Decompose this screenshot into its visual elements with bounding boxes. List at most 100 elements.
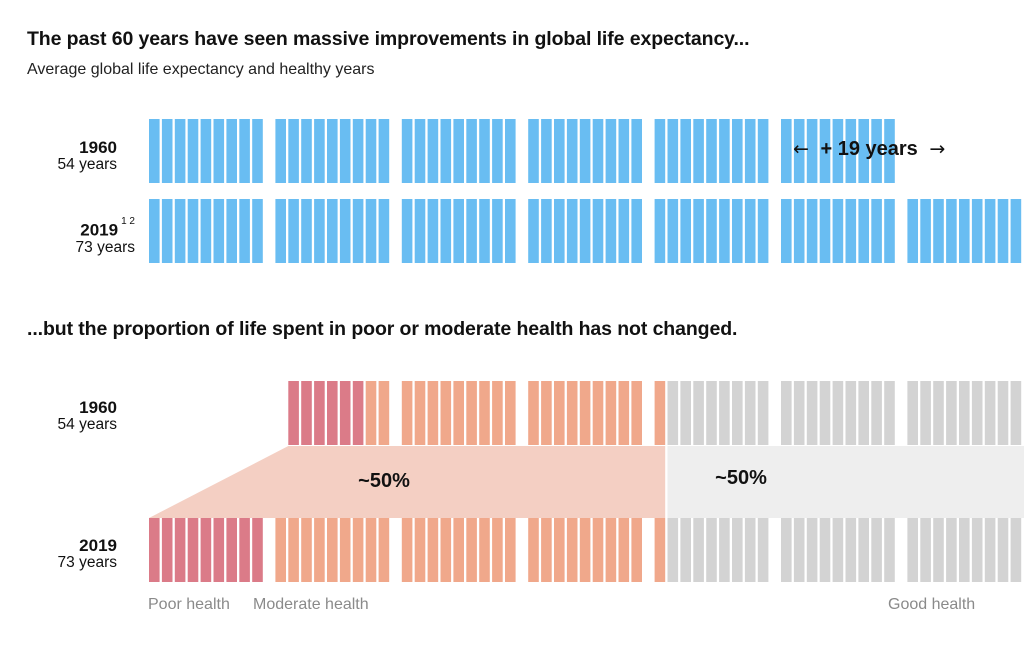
year-bar [466, 119, 477, 183]
year-bar [806, 518, 818, 582]
year-bar [654, 381, 666, 445]
year-bar [920, 199, 931, 263]
year-bar [339, 199, 351, 263]
year-bar [884, 119, 895, 183]
year-bar [592, 518, 604, 582]
year-bar [378, 119, 390, 183]
year-bar [907, 518, 918, 582]
years-label: 73 years [57, 554, 117, 571]
year-bar [161, 518, 173, 582]
year-bar [605, 518, 617, 582]
year-bar [339, 518, 351, 582]
year-bar [719, 381, 730, 445]
year-bar [314, 518, 325, 582]
year-bar [275, 518, 286, 582]
year-bar [275, 119, 286, 183]
year-bar [858, 518, 869, 582]
year-bar [427, 381, 439, 445]
year-bar [832, 199, 844, 263]
year-bar [427, 119, 439, 183]
year-bar [453, 199, 464, 263]
year-bar [492, 518, 503, 582]
year-bar [226, 518, 237, 582]
year-bar [579, 381, 591, 445]
year-bar [275, 199, 286, 263]
year-bar [566, 119, 578, 183]
year-bar [1010, 381, 1022, 445]
year-bar [579, 199, 591, 263]
year-bar [871, 199, 882, 263]
row-label-2019-bottom: 2019 73 years [0, 537, 117, 571]
year-bar [920, 381, 931, 445]
year-bar [174, 119, 186, 183]
year-bar [984, 381, 996, 445]
year-bar [149, 199, 160, 263]
year-bar [566, 381, 578, 445]
chart-subtitle: Average global life expectancy and healt… [27, 61, 375, 78]
year-bar [174, 199, 186, 263]
year-bar [706, 381, 717, 445]
year-label: 2019 [79, 536, 117, 555]
year-bar [654, 119, 666, 183]
percent-healthy-label: ~50% [715, 467, 767, 489]
year-bar [907, 381, 918, 445]
year-bar [528, 119, 539, 183]
year-bar [492, 199, 503, 263]
year-bar [492, 381, 503, 445]
year-bar [579, 518, 591, 582]
year-bar [971, 381, 983, 445]
year-bar [946, 381, 957, 445]
year-bar [187, 199, 199, 263]
year-bar [239, 518, 250, 582]
year-bar [314, 119, 325, 183]
year-bar [492, 119, 503, 183]
year-bar [352, 199, 364, 263]
year-bar [365, 119, 377, 183]
year-bar [414, 518, 426, 582]
year-bar [301, 381, 312, 445]
year-bar [401, 199, 413, 263]
year-bar [781, 199, 792, 263]
year-bar [466, 381, 477, 445]
year-bar [440, 381, 452, 445]
year-bar [757, 199, 769, 263]
year-bar [845, 119, 857, 183]
year-bar [631, 518, 642, 582]
year-bar [479, 199, 490, 263]
right-arrow-icon: → [929, 138, 946, 160]
year-bar [971, 199, 983, 263]
year-bar [858, 199, 869, 263]
year-bar [781, 518, 792, 582]
year-bar [466, 199, 477, 263]
year-bar [541, 199, 552, 263]
year-bar [693, 119, 704, 183]
year-bar [667, 381, 679, 445]
year-bar [654, 518, 666, 582]
year-bar [187, 518, 199, 582]
year-bar [959, 381, 970, 445]
year-bar [466, 518, 477, 582]
year-bar [554, 518, 565, 582]
year-bar [744, 518, 756, 582]
year-bar [149, 119, 160, 183]
year-bar [427, 518, 439, 582]
year-label: 2019 1 2 [80, 216, 135, 240]
year-bar [592, 199, 604, 263]
year-bar [806, 199, 818, 263]
year-bar [618, 381, 630, 445]
year-bar [997, 381, 1009, 445]
year-bar [719, 518, 730, 582]
year-bar [946, 199, 957, 263]
year-bar [984, 199, 996, 263]
healthy-share-band [667, 446, 1024, 518]
unhealthy-share-band [149, 446, 666, 518]
year-bar [667, 518, 679, 582]
year-bar [226, 119, 237, 183]
year-bar [427, 199, 439, 263]
year-bar [757, 119, 769, 183]
year-bar [858, 381, 869, 445]
year-bar [566, 199, 578, 263]
year-bar [806, 119, 818, 183]
year-bar [213, 518, 225, 582]
